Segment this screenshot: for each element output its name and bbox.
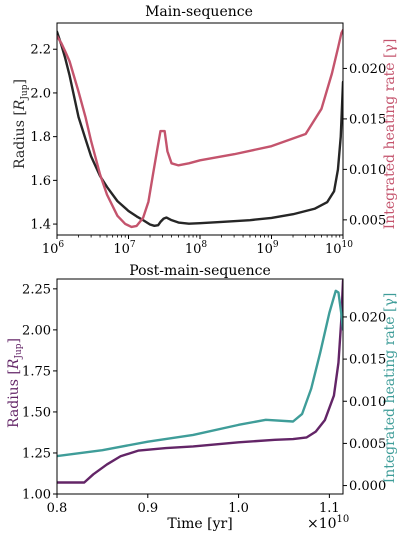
plot-frame-post — [56, 278, 344, 495]
main-sequence-series-group — [57, 28, 343, 229]
x-tick-label: 107 — [113, 240, 136, 257]
y-right-tick-label: 0.020 — [349, 310, 386, 325]
y-left-tick-label: 1.75 — [22, 364, 51, 379]
y-left-tick-label: 1.00 — [22, 488, 51, 503]
x-axis-multiplier: ×1010 — [307, 514, 349, 532]
series-line-heating-rate — [57, 289, 343, 458]
x-axis-label-time: Time [yr] — [167, 516, 232, 532]
y-left-tick-label: 1.4 — [30, 218, 51, 233]
y-left-tick-label: 1.25 — [22, 446, 51, 461]
post-main-sequence-ticks-group: 0.8 0.9 1.0 1.1 1.00 1.25 1.50 1.75 2.00 2.25 0.00… — [22, 282, 386, 516]
y-left-tick-label: 2.25 — [22, 282, 51, 297]
main-sequence-ticks-group: 106 107 108 109 1010 1.4 1.6 1.8 2.0 2.2 0.005 0.01… — [30, 43, 386, 257]
right-axis-label-main: Integrated heating rate [γ] — [382, 39, 398, 230]
post-main-sequence-panel: Post-main-sequence Radius [RJup] Integra… — [6, 263, 398, 532]
x-tick-label: 109 — [256, 240, 279, 257]
y-right-tick-label: 0.010 — [349, 163, 386, 178]
y-left-tick-label: 2.0 — [30, 86, 51, 101]
main-sequence-panel: Main-sequence Radius [RJup] Integrated h… — [12, 4, 398, 257]
y-right-tick-label: 0.000 — [349, 479, 386, 494]
x-tick-label: 0.9 — [137, 501, 158, 516]
post-main-sequence-series-group — [57, 279, 343, 484]
panel-title-main-sequence: Main-sequence — [145, 4, 253, 20]
y-right-tick-label: 0.020 — [349, 62, 386, 77]
y-right-tick-label: 0.005 — [349, 213, 386, 228]
x-tick-label: 108 — [185, 240, 208, 257]
x-tick-label: 0.8 — [47, 501, 68, 516]
y-left-tick-label: 1.50 — [22, 405, 51, 420]
series-line-radius — [57, 279, 343, 484]
x-tick-label: 106 — [42, 240, 65, 257]
right-axis-label-post: Integrated heating rate [γ] — [382, 293, 398, 484]
x-tick-label: 1010 — [325, 240, 353, 257]
x-tick-label: 1.1 — [319, 501, 340, 516]
y-right-tick-label: 0.010 — [349, 395, 386, 410]
y-right-tick-label: 0.015 — [349, 353, 386, 368]
y-left-tick-label: 1.6 — [30, 174, 51, 189]
y-right-tick-label: 0.005 — [349, 437, 386, 452]
series-line-heating-rate — [57, 28, 343, 229]
series-line-radius — [57, 30, 343, 228]
y-left-tick-label: 2.2 — [30, 43, 51, 58]
y-left-tick-label: 1.8 — [30, 130, 51, 145]
y-left-tick-label: 2.00 — [22, 323, 51, 338]
left-axis-label-post: Radius [RJup] — [6, 338, 24, 428]
plot-frame-main — [56, 22, 344, 236]
y-right-tick-label: 0.015 — [349, 112, 386, 127]
left-axis-label-main: Radius [RJup] — [12, 79, 30, 169]
x-tick-label: 1.0 — [228, 501, 249, 516]
panel-title-post-main-sequence: Post-main-sequence — [129, 263, 271, 279]
